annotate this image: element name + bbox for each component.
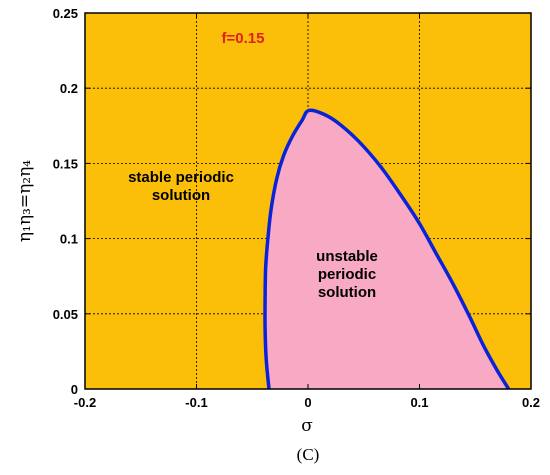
- x-tick-label: 0.2: [522, 395, 540, 410]
- x-tick-label: 0: [304, 395, 311, 410]
- axis-ticks: [84, 12, 532, 390]
- stability-boundary-line: [263, 108, 511, 390]
- y-tick-label: 0.25: [53, 6, 78, 21]
- stable-region-label-line1: stable periodic: [128, 169, 234, 186]
- y-tick-label: 0.2: [60, 81, 78, 96]
- x-tick-label: 0.1: [410, 395, 428, 410]
- y-axis-label: η₁η₃=η₂η₄: [15, 160, 35, 242]
- unstable-region-label-line2: periodic: [318, 266, 376, 283]
- y-tick-label: 0.1: [60, 232, 78, 247]
- figure-caption: (C): [297, 445, 320, 464]
- x-tick-label: -0.2: [74, 395, 96, 410]
- x-tick-label: -0.1: [185, 395, 207, 410]
- unstable-region-label-line3: solution: [318, 284, 376, 301]
- y-tick-label: 0.05: [53, 307, 78, 322]
- y-tick-label: 0: [71, 382, 78, 397]
- y-tick-label: 0.15: [53, 156, 78, 171]
- unstable-region-label-line1: unstable: [316, 248, 378, 265]
- axis-tick-labels: -0.2 -0.1 0 0.1 0.2 0 0.05 0.1 0.15 0.2 0.25: [53, 6, 540, 410]
- unstable-region: [264, 110, 509, 390]
- parameter-label: f=0.15: [222, 30, 265, 47]
- stable-region-label-line2: solution: [152, 187, 210, 204]
- x-axis-label: σ: [301, 416, 313, 436]
